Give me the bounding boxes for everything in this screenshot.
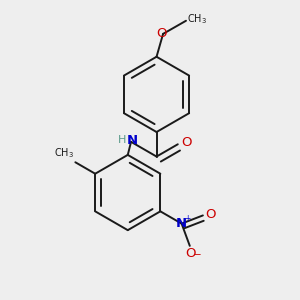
Text: N: N	[176, 217, 187, 230]
Text: CH$_3$: CH$_3$	[54, 146, 74, 160]
Text: H: H	[118, 135, 127, 145]
Text: −: −	[193, 250, 201, 260]
Text: O: O	[205, 208, 215, 221]
Text: O: O	[181, 136, 191, 149]
Text: CH$_3$: CH$_3$	[187, 13, 207, 26]
Text: O: O	[185, 247, 196, 260]
Text: O: O	[156, 27, 167, 40]
Text: +: +	[184, 214, 190, 223]
Text: N: N	[127, 134, 138, 147]
